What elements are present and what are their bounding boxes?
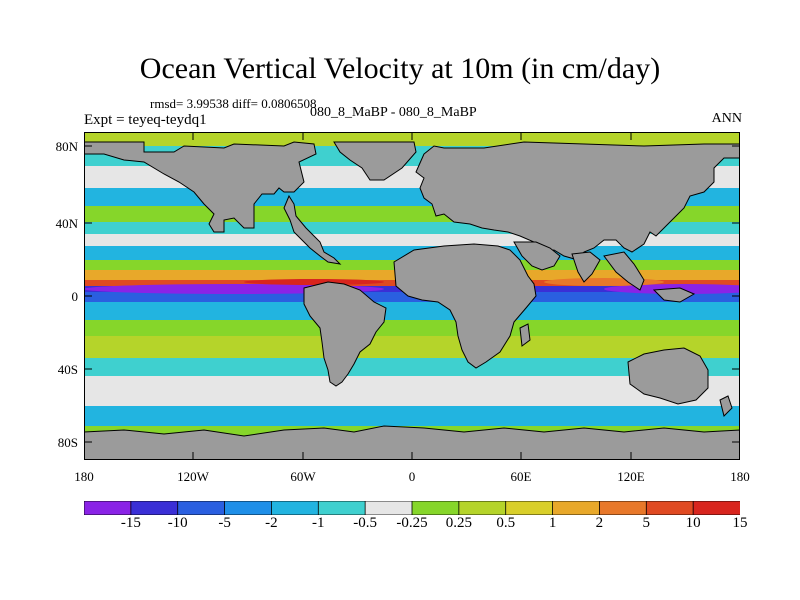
colorbar-swatch-11 <box>599 501 648 515</box>
colorbar-swatch-0 <box>84 501 132 515</box>
colorbar-label-6: -0.25 <box>396 515 428 531</box>
lon-label-0: 0 <box>408 469 416 484</box>
land-europe-asia <box>415 141 740 261</box>
colorbar-swatch-10 <box>552 501 601 515</box>
land-greenland <box>333 141 417 181</box>
lon-label-180e: 180 <box>730 469 750 484</box>
band-south-sub-b <box>84 336 740 358</box>
colorbar-label-3: -2 <box>265 515 278 531</box>
colorbar-label-7: 0.25 <box>445 515 473 531</box>
colorbar-swatch-3 <box>224 501 273 515</box>
colorbar-swatch-13 <box>692 501 740 515</box>
colorbar <box>84 501 740 515</box>
lon-label-60w: 60W <box>290 469 316 484</box>
map-ticks <box>84 132 740 460</box>
colorbar-label-13: 15 <box>732 515 748 531</box>
colorbar-label-12: 10 <box>685 515 701 531</box>
land-new-zealand <box>719 395 733 417</box>
land <box>84 141 740 460</box>
indian-eq-upwelling <box>544 278 664 286</box>
land-south-america <box>303 281 387 387</box>
lon-label-60e: 60E <box>510 469 532 484</box>
land-madagascar <box>519 323 531 347</box>
colorbar-swatch-9 <box>505 501 554 515</box>
colorbar-label-9: 1 <box>548 515 557 531</box>
band-antarctic <box>84 406 740 426</box>
lon-label-180w: 180 <box>74 469 94 484</box>
colorbar-label-0: -15 <box>120 515 141 531</box>
band-south-sub-a <box>84 320 740 336</box>
land-antarctica <box>84 425 740 460</box>
land-arabia <box>513 241 561 271</box>
colorbar-label-1: -10 <box>167 515 188 531</box>
colorbar-swatch-8 <box>458 501 507 515</box>
land-central-america <box>283 194 342 265</box>
colorbar-label-10: 2 <box>595 515 604 531</box>
season-label: ANN <box>711 111 742 126</box>
colorbar-swatch-7 <box>411 501 460 515</box>
colorbar-swatch-12 <box>645 501 695 515</box>
land-indonesia <box>652 287 696 303</box>
colorbar-label-4: -1 <box>312 515 325 531</box>
band-south-mid <box>84 358 740 376</box>
map-plot <box>84 132 740 460</box>
plot-title: Ocean Vertical Velocity at 10m (in cm/da… <box>139 52 661 85</box>
lon-label-120w: 120W <box>177 469 209 484</box>
colorbar-label-5: -0.5 <box>353 515 377 531</box>
colorbar-swatch-4 <box>271 501 320 515</box>
lat-label-80s: 80S <box>57 435 78 450</box>
colorbar-label-2: -5 <box>218 515 231 531</box>
land-southeast-asia <box>603 251 645 291</box>
colorbar-label-8: 0.5 <box>496 515 516 531</box>
colorbar-swatch-2 <box>177 501 226 515</box>
band-south-trop <box>84 302 740 320</box>
land-north-america <box>84 141 317 233</box>
land-india <box>571 251 601 283</box>
colorbar-swatch-5 <box>317 501 367 515</box>
lat-label-40n: 40N <box>55 216 78 231</box>
lat-label-0: 0 <box>71 289 79 304</box>
east-pacific-upwelling <box>244 279 384 285</box>
case-label: 080_8_MaBP - 080_8_MaBP <box>310 105 477 120</box>
land-australia <box>627 347 709 405</box>
stats-text: rmsd= 3.99538 diff= 0.0806508 <box>150 96 317 111</box>
land-africa <box>393 243 537 369</box>
colorbar-swatch-1 <box>130 501 179 515</box>
experiment-label: Expt = teyeq-teydq1 <box>84 112 207 128</box>
colorbar-swatch-6 <box>364 501 413 515</box>
lon-label-120e: 120E <box>617 469 645 484</box>
lat-label-40s: 40S <box>57 362 78 377</box>
lat-label-80n: 80N <box>55 139 78 154</box>
colorbar-label-11: 5 <box>642 515 651 531</box>
